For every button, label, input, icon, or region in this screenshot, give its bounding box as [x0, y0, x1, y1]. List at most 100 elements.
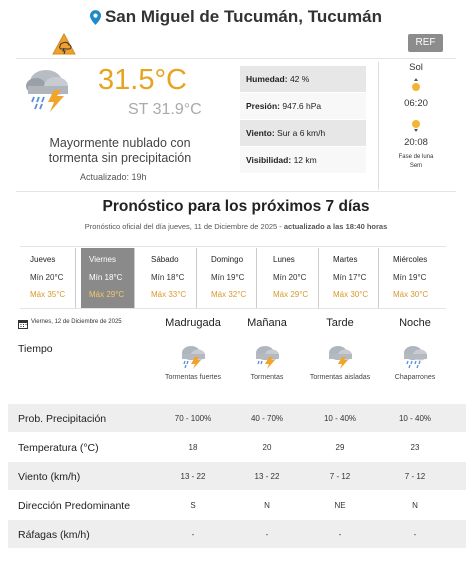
- day-tab-martes[interactable]: Martes Mín 17°C Máx 30°C: [325, 248, 379, 308]
- storm-alert-icon[interactable]: [52, 32, 76, 55]
- day-min: Mín 19°C: [211, 273, 245, 282]
- table-cell: 23: [410, 443, 420, 452]
- location-header: San Miguel de Tucumán, Tucumán: [0, 6, 472, 28]
- day-name: Martes: [333, 255, 358, 264]
- moon-phase-label: Fase de luna: [398, 154, 434, 160]
- day-tab-lunes[interactable]: Lunes Mín 20°C Máx 29°C: [265, 248, 319, 308]
- table-cell: NE: [334, 501, 346, 510]
- sunset-icon: [408, 118, 424, 137]
- ref-button[interactable]: REF: [408, 34, 443, 52]
- table-row: [8, 491, 466, 519]
- location-pin-icon: [89, 9, 101, 25]
- sun-panel: Sol 06:20 20:08 Fase de luna Sem: [378, 62, 454, 190]
- wind-value: Sur a 6 km/h: [277, 128, 326, 138]
- period-noche: Noche: [399, 317, 431, 329]
- table-cell: N: [264, 501, 270, 510]
- day-tab-miercoles[interactable]: Miércoles Mín 19°C Máx 30°C: [385, 248, 439, 308]
- table-cell: 13 - 22: [254, 472, 280, 481]
- table-cell: 7 - 12: [329, 472, 351, 481]
- table-row: [8, 520, 466, 548]
- table-cell: N: [412, 501, 418, 510]
- day-max: Máx 32°C: [211, 290, 247, 299]
- divider: [16, 191, 456, 192]
- day-name: Miércoles: [393, 255, 428, 264]
- period-manana: Mañana: [247, 317, 287, 329]
- table-row: [8, 433, 466, 461]
- day-max: Máx 30°C: [333, 290, 369, 299]
- storm-icon: [178, 343, 208, 374]
- day-max: Máx 29°C: [273, 290, 309, 299]
- day-min: Mín 20°C: [30, 273, 64, 282]
- table-cell: 7 - 12: [404, 472, 426, 481]
- day-tab-sabado[interactable]: Sábado Mín 18°C Máx 33°C: [143, 248, 197, 308]
- storm-cloud-icon: [24, 64, 74, 112]
- rain-showers-icon: [400, 343, 430, 374]
- visibility-value: 12 km: [293, 155, 317, 165]
- row-label: Viento (km/h): [18, 471, 81, 483]
- tiempo-label: Tiempo: [18, 343, 53, 355]
- table-cell: -: [413, 530, 417, 539]
- sunset-time: 20:08: [404, 137, 428, 148]
- humidity-row: Humedad: 42 %: [240, 66, 366, 92]
- detail-date: Viernes, 12 de Diciembre de 2025: [31, 319, 122, 325]
- divider: [20, 308, 446, 309]
- day-name: Jueves: [30, 255, 56, 264]
- humidity-value: 42 %: [289, 74, 310, 84]
- pressure-label: Presión:: [246, 101, 281, 111]
- period-madrugada: Madrugada: [165, 317, 221, 329]
- table-cell: 10 - 40%: [398, 414, 432, 423]
- divider: [16, 58, 456, 59]
- row-label: Ráfagas (km/h): [18, 529, 90, 541]
- humidity-label: Humedad:: [246, 74, 288, 84]
- forecast-title: Pronóstico para los próximos 7 días: [102, 198, 370, 215]
- pressure-row: Presión: 947.6 hPa: [240, 93, 366, 119]
- day-name: Domingo: [211, 255, 244, 264]
- forecast-subtitle: Pronóstico oficial del día jueves, 11 de…: [0, 222, 472, 231]
- wind-label: Viento:: [246, 128, 275, 138]
- row-label: Dirección Predominante: [18, 500, 131, 512]
- period-tarde: Tarde: [326, 317, 354, 329]
- forecast-subtitle-text: Pronóstico oficial del día jueves, 11 de…: [84, 222, 284, 231]
- day-max: Máx 33°C: [151, 290, 187, 299]
- weather-description: Mayormente nublado con tormenta sin prec…: [48, 136, 192, 165]
- wind-row: Viento: Sur a 6 km/h: [240, 120, 366, 146]
- storm-icon: [252, 343, 282, 374]
- table-cell: -: [191, 530, 195, 539]
- day-min: Mín 19°C: [393, 273, 427, 282]
- weather-caption: Tormentas: [250, 374, 284, 381]
- row-label: Prob. Precipitación: [18, 413, 107, 425]
- forecast-updated-time: actualizado a las 18:40 horas: [283, 222, 388, 231]
- weather-caption: Tormentas fuertes: [164, 374, 222, 381]
- visibility-label: Visibilidad:: [246, 155, 292, 165]
- moon-phase-sub: Sem: [409, 163, 423, 169]
- table-cell: 13 - 22: [180, 472, 206, 481]
- sun-title: Sol: [409, 62, 423, 73]
- divider: [20, 246, 446, 247]
- table-cell: 20: [262, 443, 272, 452]
- table-cell: -: [338, 530, 342, 539]
- day-min: Mín 20°C: [273, 273, 307, 282]
- table-cell: 70 - 100%: [174, 414, 212, 423]
- day-min: Mín 17°C: [333, 273, 367, 282]
- pressure-value: 947.6 hPa: [282, 101, 322, 111]
- location-title: San Miguel de Tucumán, Tucumán: [104, 7, 383, 26]
- table-cell: 40 - 70%: [250, 414, 284, 423]
- row-label: Temperatura (°C): [18, 442, 99, 454]
- day-tab-viernes[interactable]: Viernes Mín 18°C Máx 29°C: [81, 248, 135, 308]
- visibility-row: Visibilidad: 12 km: [240, 147, 366, 173]
- day-min: Mín 18°C: [89, 273, 123, 282]
- day-name: Lunes: [273, 255, 295, 264]
- day-max: Máx 30°C: [393, 290, 429, 299]
- current-temperature: 31.5°C: [98, 64, 187, 96]
- table-cell: 10 - 40%: [323, 414, 357, 423]
- day-min: Mín 18°C: [151, 273, 185, 282]
- day-name: Viernes: [89, 255, 116, 264]
- table-cell: S: [190, 501, 196, 510]
- day-tab-domingo[interactable]: Domingo Mín 19°C Máx 32°C: [203, 248, 257, 308]
- day-max: Máx 35°C: [30, 290, 66, 299]
- feels-like-temperature: ST 31.9°C: [128, 101, 202, 118]
- day-tab-jueves[interactable]: Jueves Mín 20°C Máx 35°C: [22, 248, 76, 308]
- table-cell: -: [265, 530, 269, 539]
- table-row: [8, 404, 466, 432]
- day-max: Máx 29°C: [89, 290, 125, 299]
